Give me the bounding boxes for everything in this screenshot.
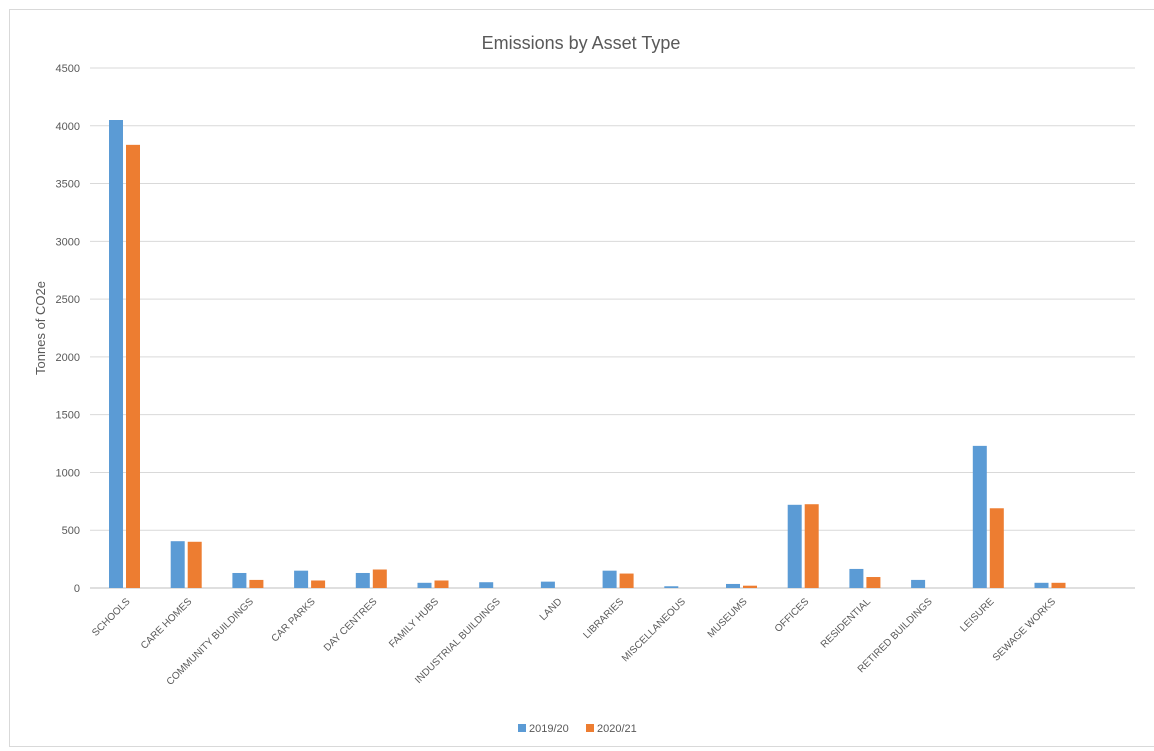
bar-2020-21: [619, 573, 634, 588]
bar-2020-21: [434, 580, 449, 588]
bar-2019-20: [787, 504, 802, 588]
x-tick-label: FAMILY HUBS: [387, 596, 441, 650]
bar-2020-21: [126, 144, 140, 588]
x-tick-label: MUSEUMS: [706, 596, 750, 640]
y-tick-label: 3500: [56, 179, 80, 191]
bar-2020-21: [989, 508, 1004, 588]
bar-2019-20: [602, 570, 617, 588]
y-tick-label: 2000: [56, 352, 80, 364]
bar-2019-20: [849, 568, 864, 588]
y-axis-label: Tonnes of CO2e: [33, 281, 48, 375]
bar-2019-20: [972, 445, 987, 588]
chart-title: Emissions by Asset Type: [482, 33, 681, 53]
bar-chart: Emissions by Asset Type 0 500 1000 1500 2000…: [33, 33, 1135, 735]
x-tick-label: LIBRARIES: [581, 596, 626, 641]
bar-2019-20: [726, 583, 740, 588]
bar-2019-20: [417, 582, 432, 588]
x-tick-label: OFFICES: [773, 596, 812, 635]
bar-2020-21: [866, 577, 881, 588]
bar-2020-21: [187, 541, 202, 588]
legend-label: 2019/20: [529, 723, 569, 735]
bar-2020-21: [311, 580, 326, 588]
bar-2020-21: [1051, 582, 1066, 588]
y-tick-label: 1500: [56, 410, 80, 422]
x-tick-label: RESIDENTIAL: [819, 596, 873, 650]
bar-2020-21: [372, 569, 387, 588]
legend: 2019/20 2020/21: [518, 723, 637, 735]
bars: [109, 120, 1066, 588]
bar-2020-21: [249, 579, 264, 588]
x-tick-label: CARE HOMES: [139, 596, 195, 652]
x-tick-label: LAND: [538, 596, 565, 623]
bar-2019-20: [1034, 582, 1049, 588]
bar-2019-20: [664, 586, 679, 588]
x-tick-label: LEISURE: [958, 596, 996, 634]
y-tick-label: 4500: [56, 63, 80, 75]
bar-2019-20: [911, 579, 926, 588]
y-tick-label: 2500: [56, 294, 80, 306]
legend-label: 2020/21: [597, 723, 637, 735]
y-tick-label: 1000: [56, 467, 80, 479]
legend-swatch: [586, 724, 594, 732]
y-axis-ticks: 0 500 1000 1500 2000 2500 3000 3500 4000 4500: [56, 63, 80, 595]
bar-2019-20: [109, 120, 123, 588]
bar-2019-20: [294, 570, 309, 588]
x-tick-label: MISCELLANEOUS: [620, 596, 688, 664]
bar-2019-20: [540, 581, 555, 588]
bar-2020-21: [743, 585, 757, 588]
bar-2019-20: [479, 582, 494, 588]
x-tick-label: SEWAGE WORKS: [991, 596, 1058, 663]
y-tick-label: 3000: [56, 236, 80, 248]
chart-frame: Emissions by Asset Type 0 500 1000 1500 2000…: [9, 9, 1154, 747]
y-tick-label: 4000: [56, 121, 80, 133]
legend-swatch: [518, 724, 526, 732]
x-tick-label: CAR PARKS: [270, 596, 318, 644]
bar-2019-20: [355, 572, 370, 588]
x-tick-label: SCHOOLS: [90, 596, 133, 639]
bar-2020-21: [804, 504, 819, 588]
y-tick-label: 0: [74, 583, 80, 595]
bar-2019-20: [232, 572, 247, 588]
x-tick-label: DAY CENTRES: [322, 596, 380, 654]
bar-2019-20: [170, 541, 185, 588]
gridlines: [90, 67, 1135, 589]
y-tick-label: 500: [62, 525, 80, 537]
